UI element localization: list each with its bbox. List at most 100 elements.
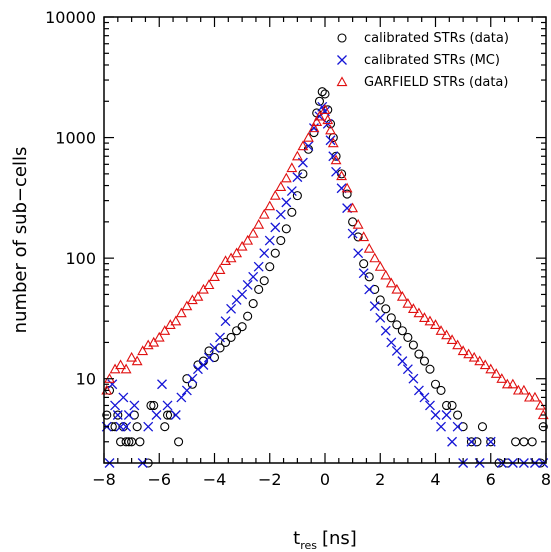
data-point (151, 410, 162, 420)
data-point (402, 364, 413, 375)
data-point (259, 248, 270, 259)
data-point (363, 242, 375, 253)
data-point (407, 303, 419, 313)
data-point (425, 400, 435, 411)
data-point (297, 140, 309, 151)
data-point (529, 391, 541, 402)
data-point (170, 410, 181, 420)
data-point (226, 303, 237, 314)
data-point (523, 391, 535, 402)
data-point (325, 124, 336, 135)
data-point (391, 283, 403, 294)
data-point (124, 437, 134, 447)
data-point (148, 336, 160, 347)
data-point (107, 379, 118, 390)
data-point (121, 437, 131, 447)
data-point (181, 300, 193, 311)
data-point (342, 203, 353, 214)
data-point (118, 422, 128, 432)
series-2 (101, 104, 549, 420)
data-point (270, 222, 281, 233)
legend-item: calibrated STRs (MC) (337, 53, 500, 68)
data-point (247, 227, 259, 238)
data-point (317, 87, 327, 97)
data-point (353, 248, 364, 259)
data-point (275, 209, 286, 220)
data-point (160, 422, 170, 432)
data-point (358, 231, 370, 242)
data-point (408, 340, 418, 350)
x-tick-label: −4 (203, 470, 227, 489)
data-point (120, 363, 132, 374)
data-point (265, 262, 275, 272)
series-1 (101, 101, 549, 468)
data-point (112, 410, 123, 420)
data-point (485, 363, 497, 374)
y-tick-label: 10 (76, 370, 96, 389)
series-0 (102, 87, 548, 468)
data-point (181, 385, 192, 396)
data-point (281, 197, 292, 208)
legend-item: calibrated STRs (data) (337, 31, 509, 46)
data-point (375, 312, 386, 323)
data-point (472, 437, 482, 447)
data-point (477, 422, 488, 432)
data-point (501, 378, 513, 389)
data-point (466, 437, 476, 447)
data-point (403, 332, 413, 342)
data-point (380, 325, 391, 336)
data-point (358, 268, 369, 279)
data-point (419, 356, 430, 366)
data-point (441, 329, 452, 340)
data-point (353, 232, 363, 242)
data-point (175, 307, 187, 318)
x-tick-label: 4 (430, 470, 440, 489)
data-point (182, 374, 192, 384)
data-point (131, 355, 143, 366)
data-point (479, 359, 491, 370)
data-point (436, 421, 446, 432)
data-point (308, 122, 320, 133)
data-point (132, 422, 142, 432)
data-point (327, 137, 339, 148)
data-point (474, 355, 486, 366)
data-point (419, 312, 430, 322)
data-point (248, 299, 258, 309)
data-point (126, 351, 138, 362)
data-point (198, 360, 209, 370)
data-marks-layer (101, 87, 549, 468)
legend-label: calibrated STRs (MC) (364, 53, 500, 68)
data-point (430, 410, 441, 420)
data-point (275, 181, 287, 192)
data-point (176, 392, 187, 403)
data-point (408, 373, 419, 384)
data-point (209, 352, 220, 363)
x-tick-label: 2 (375, 470, 385, 489)
data-point (129, 400, 140, 411)
data-point (317, 101, 328, 112)
legend-item: GARFIELD STRs (data) (336, 75, 508, 90)
data-point (364, 284, 375, 295)
data-point (380, 269, 392, 280)
data-point (441, 410, 452, 420)
data-point (221, 337, 231, 347)
y-tick-label: 1000 (55, 129, 96, 148)
data-point (391, 345, 402, 356)
legend-marker (337, 33, 347, 43)
data-point (123, 410, 134, 420)
data-point (311, 116, 323, 127)
data-point (458, 422, 468, 432)
data-point (264, 200, 276, 211)
data-point (370, 284, 380, 295)
data-point (129, 410, 139, 420)
data-point (447, 400, 457, 411)
data-point (341, 182, 353, 193)
x-tick-label: 8 (541, 470, 551, 489)
data-point (386, 313, 396, 323)
data-point (286, 162, 298, 173)
data-point (457, 345, 469, 356)
data-point (512, 384, 524, 395)
data-point (243, 311, 253, 321)
data-point (314, 110, 325, 121)
